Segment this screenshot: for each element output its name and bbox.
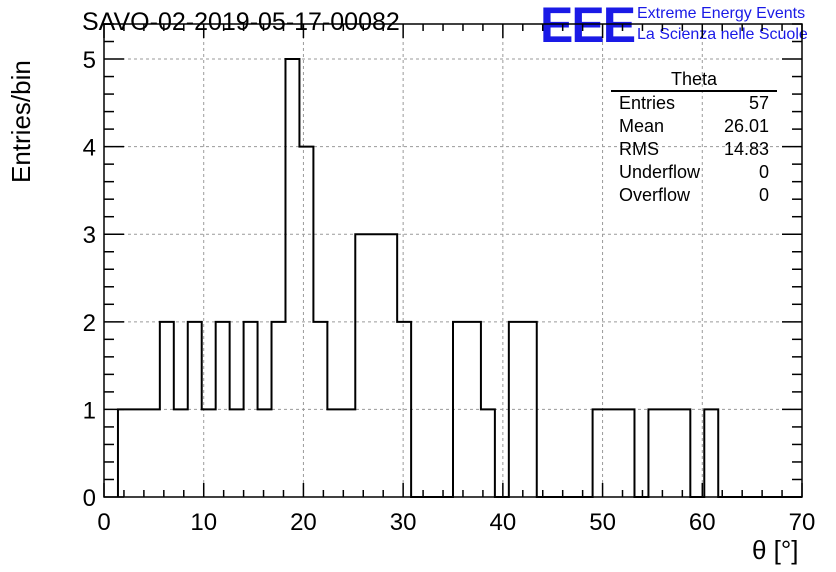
x-tick-label: 70 xyxy=(789,509,816,536)
histogram-bin xyxy=(704,409,718,497)
logo-caption-line1: Extreme Energy Events xyxy=(637,5,806,22)
stats-label: Overflow xyxy=(619,185,691,205)
stats-row-underflow: Underflow 0 xyxy=(611,161,777,184)
stats-value: 0 xyxy=(758,185,769,205)
histogram-bin xyxy=(676,409,690,497)
y-tick-label: 3 xyxy=(83,222,96,249)
histogram-bin xyxy=(369,234,383,497)
histogram-bin xyxy=(174,409,188,497)
histogram-bin xyxy=(383,234,397,497)
plot-frame xyxy=(103,23,803,498)
logo-caption-line2: La Scienza nelle Scuole xyxy=(637,26,808,43)
histogram-bin xyxy=(258,409,272,497)
histogram-bin xyxy=(132,409,146,497)
stats-value: 14.83 xyxy=(723,139,769,159)
chart-title: SAVO-02-2019-05-17-00082 xyxy=(82,8,400,36)
x-tick-label: 0 xyxy=(97,509,110,536)
histogram-bin xyxy=(341,409,355,497)
x-tick-label: 60 xyxy=(689,509,716,536)
histogram-bin xyxy=(230,409,244,497)
y-tick-label: 4 xyxy=(83,135,96,162)
stats-row-mean: Mean 26.01 xyxy=(611,115,777,138)
histogram-bin xyxy=(648,409,662,497)
y-tick-label: 2 xyxy=(83,310,96,337)
x-tick-label: 40 xyxy=(490,509,517,536)
stats-row-entries: Entries 57 xyxy=(611,92,777,115)
stats-label: Mean xyxy=(619,116,665,136)
x-axis-label: θ [°] xyxy=(752,535,799,565)
stats-title: Theta xyxy=(611,68,777,92)
x-tick-label: 50 xyxy=(589,509,616,536)
stats-value: 57 xyxy=(748,93,769,113)
stats-label: Entries xyxy=(619,93,676,113)
histogram-bin xyxy=(355,234,369,497)
histogram-bin xyxy=(285,59,299,497)
histogram-bin xyxy=(607,409,621,497)
y-tick-label: 0 xyxy=(83,485,96,512)
stats-label: Underflow xyxy=(619,162,701,182)
histogram-bin xyxy=(621,409,635,497)
histogram-bin xyxy=(593,409,607,497)
histogram-bin xyxy=(327,409,341,497)
x-tick-label: 10 xyxy=(190,509,217,536)
histogram-bin xyxy=(662,409,676,497)
histogram-bin xyxy=(216,322,230,497)
y-tick-label: 1 xyxy=(83,397,96,424)
histogram-bin xyxy=(299,147,313,497)
histogram-bin xyxy=(481,409,495,497)
histogram-bin xyxy=(118,409,132,497)
histogram-bin xyxy=(146,409,160,497)
eee-logo: EEE xyxy=(540,0,636,53)
y-tick-label: 5 xyxy=(83,47,96,74)
stats-row-rms: RMS 14.83 xyxy=(611,138,777,161)
stats-label: RMS xyxy=(619,139,659,159)
logo-caption: Extreme Energy Events La Scienza nelle S… xyxy=(637,3,808,45)
stats-row-overflow: Overflow 0 xyxy=(611,184,777,207)
stats-value: 0 xyxy=(758,162,769,182)
stats-box: Theta Entries 57 Mean 26.01 RMS 14.83 Un… xyxy=(611,68,777,207)
stats-value: 26.01 xyxy=(723,116,769,136)
x-tick-label: 30 xyxy=(390,509,417,536)
x-tick-label: 20 xyxy=(290,509,317,536)
